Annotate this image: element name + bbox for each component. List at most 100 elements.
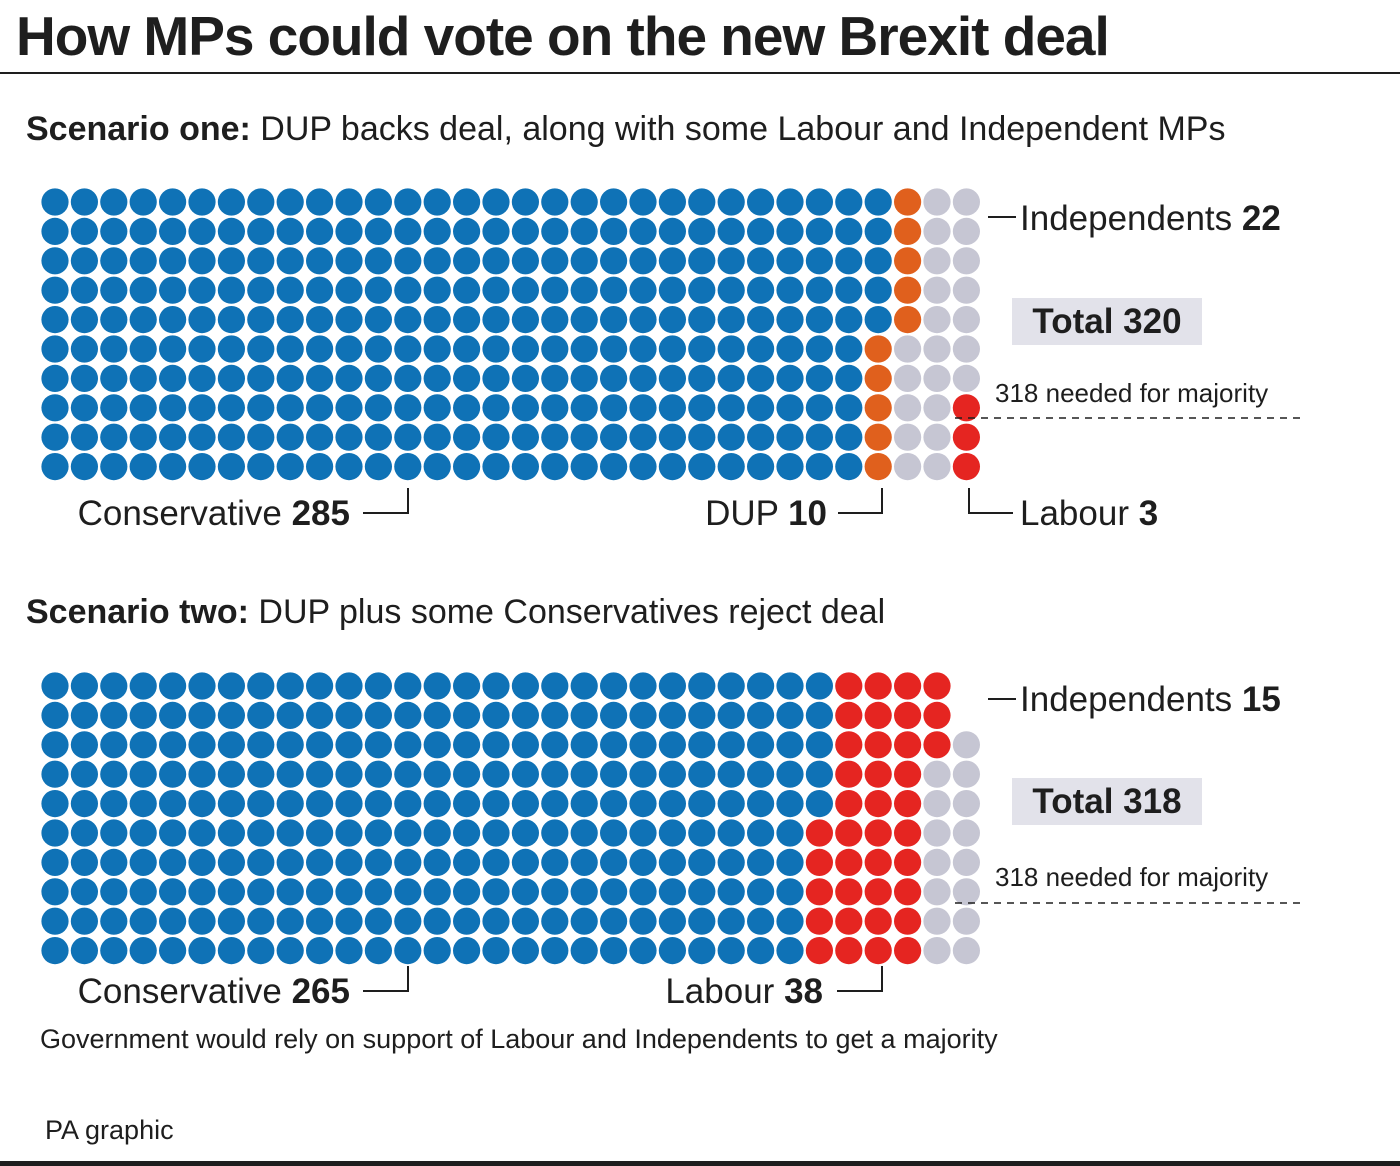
dot-labour: [864, 760, 892, 788]
dot-conservative: [453, 907, 481, 935]
dot-conservative: [570, 276, 598, 304]
dot-conservative: [423, 364, 451, 392]
scenario-one-waffle: Conservative 285 DUP 10 Independents 22 Lab…: [41, 188, 1300, 533]
dot-conservative: [688, 848, 716, 877]
dot-dup: [864, 423, 892, 451]
dot-labour: [864, 878, 892, 906]
dot-labour: [864, 731, 892, 759]
dot-conservative: [70, 423, 98, 451]
dot-conservative: [511, 878, 539, 906]
dot-conservative: [776, 306, 804, 334]
dot-conservative: [364, 276, 392, 304]
dot-independents: [923, 247, 951, 275]
dot-conservative: [835, 423, 863, 451]
dot-conservative: [41, 760, 69, 788]
dot-independents: [952, 790, 981, 818]
dot-conservative: [423, 276, 451, 304]
dot-labour: [923, 701, 951, 730]
dot-conservative: [217, 276, 245, 304]
dot-conservative: [747, 247, 775, 275]
dot-conservative: [159, 217, 187, 245]
dot-conservative: [423, 453, 451, 481]
dot-conservative: [658, 937, 687, 965]
dot-conservative: [364, 188, 392, 216]
dot-conservative: [570, 423, 598, 451]
dot-conservative: [129, 848, 157, 877]
dot-conservative: [100, 790, 128, 818]
dot-conservative: [423, 878, 451, 906]
dot-conservative: [306, 394, 334, 422]
dot-conservative: [217, 423, 245, 451]
independents-label: Independents 22: [1020, 199, 1281, 238]
dot-conservative: [747, 335, 775, 363]
dot-conservative: [511, 217, 539, 245]
dot-conservative: [129, 907, 157, 935]
dot-conservative: [658, 453, 687, 481]
dot-conservative: [658, 247, 687, 275]
dot-labour: [835, 907, 863, 935]
dot-conservative: [217, 907, 245, 935]
dot-conservative: [100, 217, 128, 245]
dot-conservative: [129, 364, 157, 392]
dot-conservative: [188, 848, 216, 877]
dot-conservative: [570, 790, 598, 818]
dot-conservative: [188, 760, 216, 788]
dot-conservative: [629, 672, 657, 700]
dot-conservative: [306, 335, 334, 363]
dot-independents: [952, 907, 981, 935]
dot-conservative: [247, 335, 275, 363]
dot-conservative: [364, 937, 392, 965]
dot-labour: [864, 937, 892, 965]
dot-conservative: [482, 394, 510, 422]
dot-conservative: [511, 364, 539, 392]
dot-labour: [864, 848, 892, 877]
dot-conservative: [600, 423, 628, 451]
dot-conservative: [570, 848, 598, 877]
dot-conservative: [159, 335, 187, 363]
dot-conservative: [423, 907, 451, 935]
dot-conservative: [747, 731, 775, 759]
dot-conservative: [747, 701, 775, 730]
dot-conservative: [541, 937, 569, 965]
dot-conservative: [394, 848, 422, 877]
dot-conservative: [217, 701, 245, 730]
dot-conservative: [776, 217, 804, 245]
dot-conservative: [776, 423, 804, 451]
dot-labour: [835, 878, 863, 906]
dot-independents: [952, 848, 981, 877]
dot-conservative: [394, 423, 422, 451]
majority-label: 318 needed for majority: [995, 378, 1268, 408]
dot-labour: [894, 790, 922, 818]
dot-conservative: [453, 848, 481, 877]
dot-conservative: [217, 453, 245, 481]
dot-conservative: [747, 306, 775, 334]
labour-label: Labour 3: [1020, 494, 1158, 533]
dot-conservative: [100, 247, 128, 275]
dot-conservative: [717, 848, 745, 877]
dot-conservative: [658, 878, 687, 906]
dot-conservative: [717, 453, 745, 481]
dot-labour: [952, 453, 981, 481]
dot-conservative: [688, 394, 716, 422]
dot-conservative: [600, 364, 628, 392]
dot-conservative: [570, 394, 598, 422]
dot-conservative: [570, 760, 598, 788]
dot-conservative: [423, 790, 451, 818]
dot-independents: [952, 819, 981, 847]
dot-independents: [923, 760, 951, 788]
dot-independents: [952, 937, 981, 965]
majority-label: 318 needed for majority: [995, 862, 1268, 892]
dot-conservative: [276, 672, 304, 700]
dot-conservative: [335, 217, 363, 245]
dot-labour: [894, 907, 922, 935]
dot-conservative: [805, 306, 834, 334]
dot-conservative: [541, 760, 569, 788]
dot-conservative: [394, 335, 422, 363]
dot-conservative: [276, 364, 304, 392]
dot-conservative: [364, 423, 392, 451]
dot-conservative: [159, 819, 187, 847]
dot-conservative: [41, 335, 69, 363]
dot-labour: [894, 731, 922, 759]
dot-conservative: [541, 819, 569, 847]
dot-independents: [952, 335, 981, 363]
